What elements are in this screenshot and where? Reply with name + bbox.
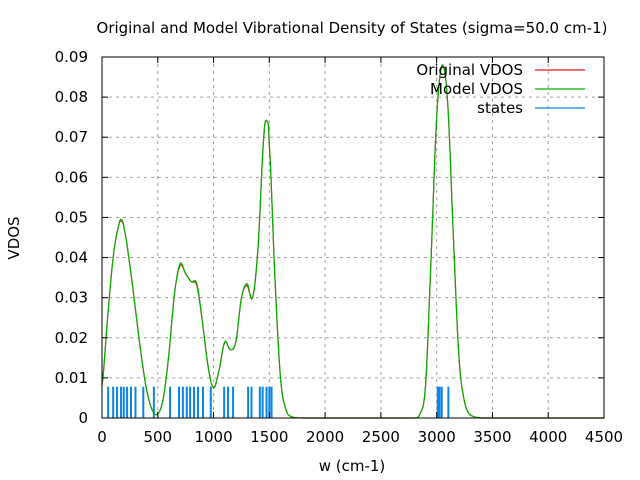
- grid-lines: [102, 57, 604, 418]
- y-tick-label: 0.02: [55, 329, 88, 347]
- y-tick-labels: 0 0.01 0.02 0.03 0.04 0.05 0.06 0.07 0.08 0.09: [55, 48, 88, 427]
- legend-label-model: Model VDOS: [430, 80, 523, 98]
- x-tick-labels: 0 500 1000 1500 2000 2500 3000 3500 4000 4500: [97, 428, 623, 446]
- x-tick-label: 4000: [529, 428, 567, 446]
- x-tick-label: 3500: [473, 428, 511, 446]
- x-tick-label: 0: [97, 428, 107, 446]
- x-tick-label: 1000: [194, 428, 232, 446]
- x-tick-label: 2500: [362, 428, 400, 446]
- y-tick-label: 0.03: [55, 289, 88, 307]
- x-tick-label: 4500: [585, 428, 623, 446]
- legend-label-original: Original VDOS: [416, 61, 523, 79]
- legend-entry-original: Original VDOS: [416, 61, 585, 79]
- x-tick-label: 500: [143, 428, 172, 446]
- x-tick-label: 1500: [250, 428, 288, 446]
- y-tick-label: 0.06: [55, 168, 88, 186]
- y-tick-label: 0.07: [55, 128, 88, 146]
- y-tick-label: 0.04: [55, 249, 88, 267]
- legend-entry-states: states: [477, 99, 585, 117]
- y-axis-label: VDOS: [5, 216, 23, 259]
- chart-title: Original and Model Vibrational Density o…: [97, 19, 608, 37]
- y-tick-label: 0.08: [55, 88, 88, 106]
- x-axis-label: w (cm-1): [319, 457, 386, 475]
- states-series: [107, 386, 450, 418]
- axis-ticks: [101, 56, 605, 419]
- model-vdos-line: [101, 64, 604, 419]
- y-tick-label: 0.05: [55, 208, 88, 226]
- y-tick-label: 0.01: [55, 369, 88, 387]
- original-vdos-line: [101, 64, 604, 419]
- plot-frame: [101, 56, 605, 419]
- vdos-series-lines: [101, 64, 604, 419]
- legend-label-states: states: [477, 99, 523, 117]
- y-tick-label: 0: [78, 409, 88, 427]
- x-tick-label: 2000: [306, 428, 344, 446]
- x-tick-label: 3000: [418, 428, 456, 446]
- legend-entry-model: Model VDOS: [430, 80, 585, 98]
- legend: Original VDOS Model VDOS states: [416, 61, 585, 117]
- y-tick-label: 0.09: [55, 48, 88, 66]
